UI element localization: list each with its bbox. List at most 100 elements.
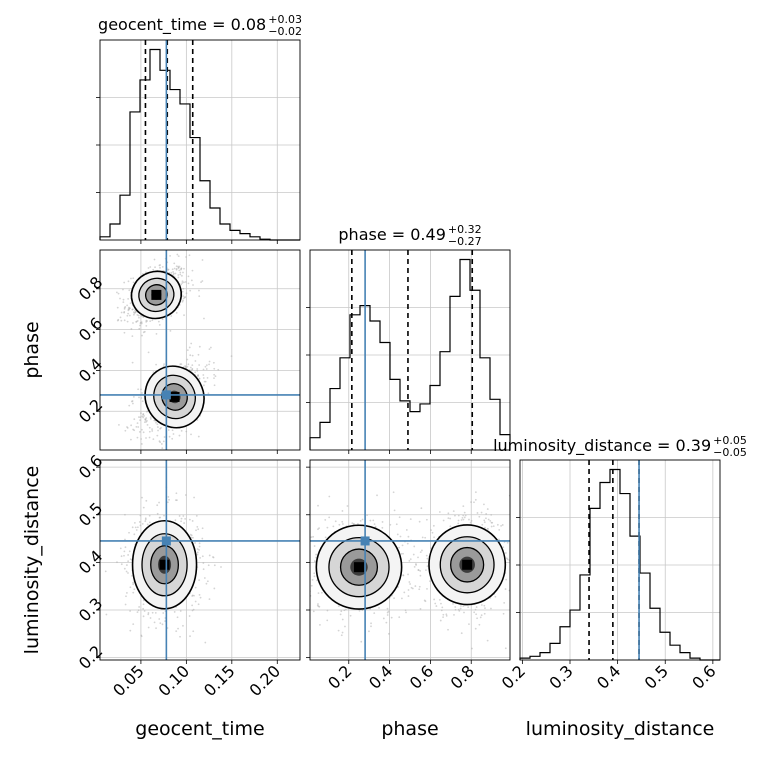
scatter-point	[131, 308, 134, 311]
title-phase: phase = 0.49 +0.32−0.27	[338, 223, 481, 248]
scatter-point	[188, 254, 191, 257]
scatter-point	[473, 501, 475, 504]
scatter-point	[161, 623, 164, 626]
scatter-point	[156, 426, 159, 428]
truth-marker	[161, 536, 171, 546]
x-axis-label: geocent_time	[135, 718, 264, 740]
scatter-point	[313, 575, 316, 578]
scatter-point	[155, 421, 157, 424]
scatter-point	[537, 559, 539, 561]
scatter-point	[457, 514, 460, 517]
scatter-point	[141, 334, 143, 337]
x-tick-label: 0.20	[245, 661, 284, 700]
scatter-point	[126, 320, 129, 323]
scatter-point	[376, 494, 378, 497]
density-geocent_time-phase	[115, 253, 233, 450]
scatter-point	[175, 267, 178, 270]
scatter-point	[174, 519, 177, 522]
scatter-point	[310, 536, 313, 539]
scatter-point	[393, 597, 395, 600]
scatter-point	[158, 618, 161, 620]
scatter-point	[170, 315, 173, 317]
scatter-point	[317, 592, 320, 595]
scatter-point	[182, 624, 184, 627]
density-peak	[151, 289, 162, 300]
scatter-point	[454, 514, 456, 517]
scatter-point	[183, 522, 186, 524]
scatter-point	[190, 433, 192, 436]
scatter-point	[186, 349, 189, 352]
scatter-point	[191, 364, 194, 367]
scatter-point	[169, 254, 172, 257]
scatter-point	[202, 377, 205, 379]
scatter-point	[146, 423, 149, 426]
scatter-point	[426, 587, 428, 590]
scatter-point	[142, 615, 145, 618]
scatter-point	[191, 368, 194, 371]
scatter-point	[196, 525, 199, 528]
scatter-point	[134, 526, 137, 529]
scatter-point	[337, 605, 340, 608]
scatter-point	[474, 608, 477, 611]
scatter-point	[162, 612, 165, 614]
scatter-point	[136, 314, 139, 316]
scatter-point	[142, 599, 145, 602]
scatter-point	[180, 520, 182, 523]
scatter-point	[184, 296, 187, 298]
scatter-point	[320, 591, 323, 594]
scatter-point	[115, 291, 118, 294]
scatter-point	[390, 616, 393, 619]
scatter-point	[386, 614, 389, 616]
scatter-point	[419, 574, 422, 577]
scatter-point	[498, 528, 501, 531]
scatter-point	[424, 536, 427, 539]
scatter-point	[400, 552, 403, 555]
scatter-point	[138, 431, 141, 433]
y-tick-label: 0.5	[75, 499, 106, 530]
scatter-point	[505, 557, 508, 560]
scatter-point	[473, 611, 476, 614]
scatter-point	[297, 576, 299, 578]
scatter-point	[438, 511, 441, 513]
scatter-point	[411, 587, 414, 590]
scatter-point	[126, 426, 128, 428]
scatter-point	[484, 607, 486, 610]
scatter-point	[481, 523, 484, 526]
scatter-point	[204, 365, 207, 368]
scatter-point	[396, 533, 399, 536]
scatter-point	[326, 609, 329, 612]
scatter-point	[505, 578, 508, 581]
scatter-point	[378, 606, 380, 609]
scatter-point	[440, 602, 442, 605]
scatter-point	[432, 524, 435, 527]
scatter-point	[124, 546, 127, 549]
scatter-point	[176, 499, 178, 502]
scatter-point	[182, 271, 184, 274]
scatter-point	[203, 384, 205, 387]
scatter-point	[202, 568, 205, 571]
scatter-point	[328, 495, 331, 498]
scatter-point	[131, 574, 133, 577]
scatter-point	[181, 300, 184, 303]
scatter-point	[407, 535, 410, 538]
scatter-point	[163, 436, 166, 438]
scatter-point	[144, 418, 147, 421]
scatter-point	[181, 282, 184, 284]
scatter-point	[178, 265, 181, 268]
scatter-point	[388, 632, 390, 635]
scatter-point	[135, 529, 138, 531]
scatter-point	[177, 627, 179, 630]
scatter-point	[194, 586, 197, 589]
scatter-point	[177, 265, 180, 268]
scatter-point	[326, 526, 329, 529]
scatter-point	[137, 314, 140, 317]
scatter-point	[123, 331, 126, 334]
scatter-point	[153, 258, 156, 261]
scatter-point	[369, 519, 372, 522]
scatter-point	[358, 609, 361, 612]
scatter-point	[161, 447, 164, 450]
scatter-point	[492, 525, 495, 528]
scatter-point	[172, 433, 175, 435]
x-tick-label: 0.05	[109, 661, 148, 700]
scatter-point	[412, 553, 415, 556]
